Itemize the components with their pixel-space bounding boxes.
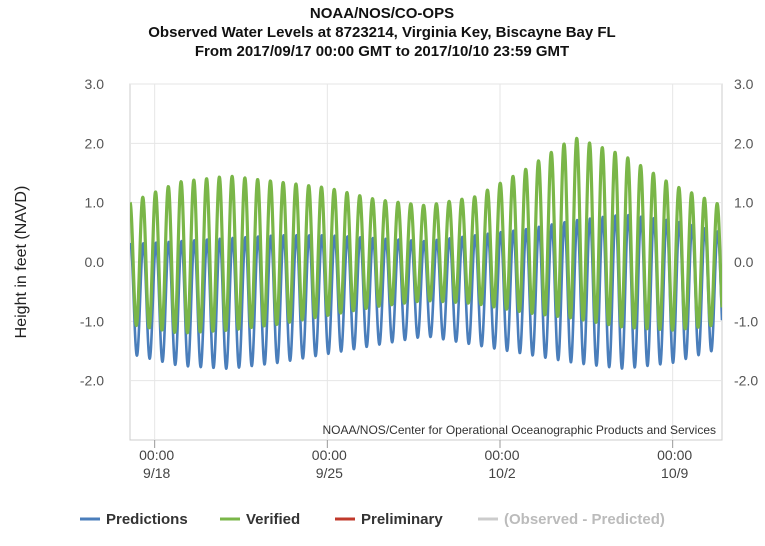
chart-title: NOAA/NOS/CO-OPS bbox=[310, 5, 454, 22]
y-tick-label-left: -1.0 bbox=[80, 313, 104, 329]
y-tick-label-left: 2.0 bbox=[85, 135, 105, 151]
x-tick-time: 00:00 bbox=[657, 447, 692, 463]
legend: Predictions Verified Preliminary (Observ… bbox=[80, 511, 665, 528]
credit-text: NOAA/NOS/Center for Operational Oceanogr… bbox=[322, 423, 716, 437]
series-layer bbox=[130, 136, 722, 370]
series-line-verified bbox=[130, 136, 722, 335]
x-tick-date: 10/2 bbox=[488, 465, 515, 481]
y-tick-label-right: 3.0 bbox=[734, 76, 754, 92]
x-tick-date: 9/25 bbox=[316, 465, 343, 481]
y-axis-right: 3.0 2.0 1.0 0.0 -1.0 -2.0 bbox=[734, 76, 758, 389]
legend-label-predictions: Predictions bbox=[106, 511, 188, 528]
x-tick-time: 00:00 bbox=[312, 447, 347, 463]
x-tick-date: 9/18 bbox=[143, 465, 170, 481]
y-tick-label-left: 1.0 bbox=[85, 195, 105, 211]
y-tick-label-right: -2.0 bbox=[734, 373, 758, 389]
x-tick-date: 10/9 bbox=[661, 465, 688, 481]
y-tick-label-right: 1.0 bbox=[734, 195, 754, 211]
chart-subtitle-range: From 2017/09/17 00:00 GMT to 2017/10/10 … bbox=[195, 43, 569, 60]
y-tick-label-left: -2.0 bbox=[80, 373, 104, 389]
legend-label-preliminary: Preliminary bbox=[361, 511, 443, 528]
y-tick-label-right: 2.0 bbox=[734, 135, 754, 151]
x-tick-time: 00:00 bbox=[139, 447, 174, 463]
legend-label-verified: Verified bbox=[246, 511, 300, 528]
legend-item-observed-minus-predicted[interactable]: (Observed - Predicted) bbox=[478, 511, 665, 528]
chart-subtitle-station: Observed Water Levels at 8723214, Virgin… bbox=[148, 24, 615, 41]
y-tick-label-right: -1.0 bbox=[734, 313, 758, 329]
y-tick-label-right: 0.0 bbox=[734, 254, 754, 270]
grid-lines bbox=[130, 83, 722, 440]
y-tick-label-left: 3.0 bbox=[85, 76, 105, 92]
legend-label-observed-minus-predicted: (Observed - Predicted) bbox=[504, 511, 665, 528]
legend-item-verified[interactable]: Verified bbox=[220, 511, 300, 528]
y-tick-label-left: 0.0 bbox=[85, 254, 105, 270]
legend-item-preliminary[interactable]: Preliminary bbox=[335, 511, 443, 528]
x-tick-time: 00:00 bbox=[484, 447, 519, 463]
y-axis-title: Height in feet (NAVD) bbox=[13, 186, 30, 339]
legend-item-predictions[interactable]: Predictions bbox=[80, 511, 188, 528]
y-axis-left: 3.0 2.0 1.0 0.0 -1.0 -2.0 bbox=[80, 76, 104, 389]
x-axis: 00:00 9/18 00:00 9/25 00:00 10/2 00:00 10/9 bbox=[139, 440, 692, 481]
